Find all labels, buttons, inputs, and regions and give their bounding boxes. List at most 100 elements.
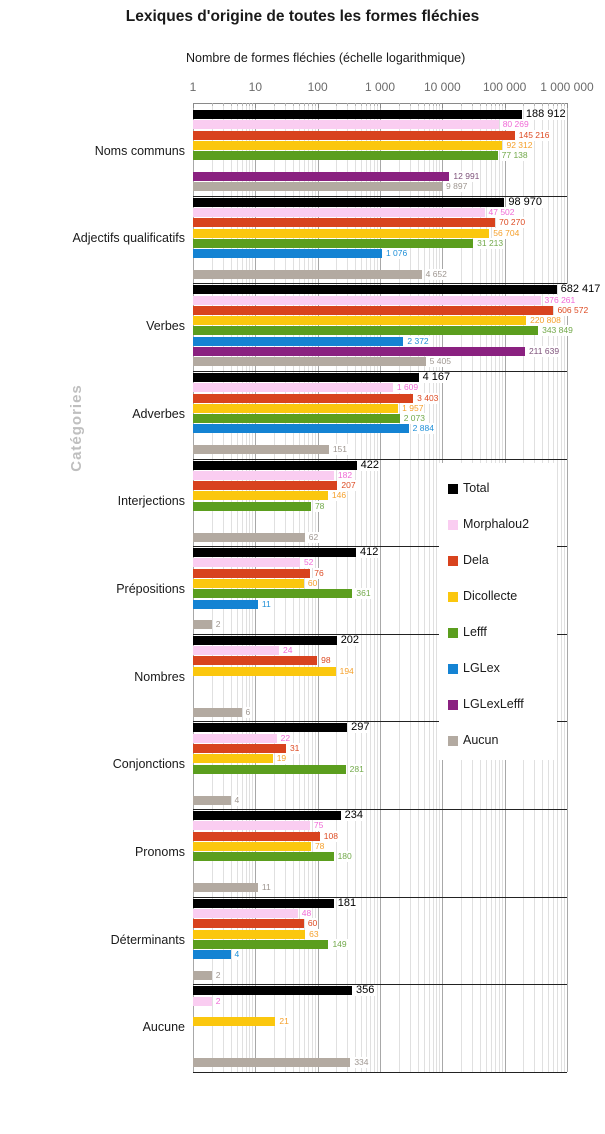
bar bbox=[193, 445, 329, 454]
bar bbox=[193, 403, 399, 413]
bar-value-label: 220 808 bbox=[529, 315, 562, 327]
bar bbox=[193, 393, 414, 403]
bar-value-label: 3 403 bbox=[416, 392, 440, 404]
bar-value-label: 52 bbox=[302, 557, 315, 569]
axis-tick bbox=[442, 103, 444, 108]
bar-value-label: 70 270 bbox=[498, 217, 527, 229]
axis-minor-tick bbox=[423, 103, 425, 106]
group-separator bbox=[193, 546, 567, 547]
axis-minor-tick bbox=[557, 103, 559, 106]
bar-value-label: 75 bbox=[312, 820, 325, 832]
axis-tick bbox=[193, 103, 194, 108]
bar-value-label: 356 bbox=[355, 984, 376, 997]
gridline-minor bbox=[377, 103, 379, 1072]
axis-minor-tick bbox=[211, 103, 213, 106]
bar-value-label: 376 261 bbox=[543, 294, 577, 306]
bar-value-label: 2 884 bbox=[411, 423, 435, 435]
group-separator bbox=[193, 634, 567, 635]
axis-minor-tick bbox=[303, 103, 305, 106]
bar bbox=[193, 218, 496, 228]
legend-label: Dicollecte bbox=[463, 589, 518, 603]
axis-minor-tick bbox=[222, 103, 224, 106]
bar bbox=[193, 140, 503, 150]
gridline-minor bbox=[432, 103, 434, 1072]
bar-value-label: 422 bbox=[359, 458, 380, 471]
bar-value-label: 77 138 bbox=[500, 150, 529, 162]
category-label: Noms communs bbox=[94, 144, 185, 158]
axis-minor-tick bbox=[298, 103, 300, 106]
legend-swatch bbox=[448, 664, 458, 674]
legend-swatch bbox=[448, 484, 458, 494]
axis-minor-tick bbox=[241, 103, 243, 106]
bar-value-label: 56 704 bbox=[492, 227, 521, 239]
axis-minor-tick bbox=[564, 103, 566, 106]
bar bbox=[193, 950, 231, 960]
bar-value-label: 12 991 bbox=[452, 170, 481, 182]
bar-value-label: 4 652 bbox=[424, 268, 448, 280]
bar-value-label: 334 bbox=[353, 1057, 370, 1069]
bar-value-label: 6 bbox=[244, 706, 252, 718]
bar-value-label: 60 bbox=[306, 578, 319, 590]
gridline-minor bbox=[436, 103, 438, 1072]
gridline-minor bbox=[428, 103, 430, 1072]
group-separator bbox=[193, 897, 567, 898]
axis-minor-tick bbox=[314, 103, 316, 106]
bar bbox=[193, 532, 305, 542]
axis-minor-tick bbox=[274, 103, 276, 106]
bar bbox=[193, 491, 328, 501]
bar bbox=[193, 207, 485, 217]
legend-label: Morphalou2 bbox=[463, 517, 530, 531]
axis-minor-tick bbox=[498, 103, 500, 106]
bar bbox=[193, 326, 539, 336]
bar bbox=[193, 249, 382, 259]
axis-minor-tick bbox=[355, 103, 357, 106]
axis-tick bbox=[566, 103, 568, 108]
axis-minor-tick bbox=[417, 103, 419, 106]
bar-value-label: 92 312 bbox=[505, 139, 534, 151]
bar bbox=[193, 841, 311, 851]
bar-value-label: 11 bbox=[260, 882, 272, 894]
bar-value-label: 63 bbox=[308, 928, 320, 940]
bar bbox=[193, 821, 310, 831]
bar-value-label: 149 bbox=[331, 938, 348, 950]
axis-minor-tick bbox=[485, 103, 487, 106]
bar bbox=[193, 285, 557, 295]
bar bbox=[193, 269, 422, 279]
tick-label: 100 bbox=[307, 80, 328, 94]
legend-swatch bbox=[448, 700, 458, 710]
legend-swatch bbox=[448, 628, 458, 638]
bar bbox=[193, 481, 338, 491]
bar bbox=[193, 1058, 351, 1068]
axis-minor-tick bbox=[336, 103, 338, 106]
gridline-minor bbox=[303, 103, 305, 1072]
bar-value-label: 4 167 bbox=[421, 370, 452, 383]
bar bbox=[193, 130, 515, 140]
bar-value-label: 2 073 bbox=[402, 413, 426, 425]
bar bbox=[193, 238, 474, 248]
axis-minor-tick bbox=[479, 103, 481, 106]
bar bbox=[193, 1017, 276, 1027]
bar-value-label: 98 bbox=[320, 655, 332, 667]
bar bbox=[193, 228, 490, 238]
bar-value-label: 202 bbox=[339, 633, 361, 646]
axis-minor-tick bbox=[366, 103, 368, 106]
gridline-minor bbox=[355, 103, 357, 1072]
bar-value-label: 194 bbox=[338, 665, 355, 677]
axis-minor-tick bbox=[472, 103, 474, 106]
bar bbox=[193, 424, 409, 434]
bar-value-label: 207 bbox=[340, 480, 357, 492]
bar-value-label: 297 bbox=[350, 721, 371, 734]
bar-value-label: 5 405 bbox=[428, 356, 452, 368]
bar-value-label: 78 bbox=[313, 500, 326, 512]
axis-minor-tick bbox=[439, 103, 441, 106]
axis-minor-tick bbox=[432, 103, 434, 106]
category-label: Interjections bbox=[117, 494, 185, 508]
gridline-minor bbox=[347, 103, 349, 1072]
bar bbox=[193, 599, 258, 609]
axis-minor-tick bbox=[542, 103, 544, 106]
group-separator bbox=[193, 984, 567, 985]
tick-label: 1 000 bbox=[364, 80, 395, 94]
bar-value-label: 2 bbox=[214, 969, 222, 981]
axis-minor-tick bbox=[436, 103, 438, 106]
